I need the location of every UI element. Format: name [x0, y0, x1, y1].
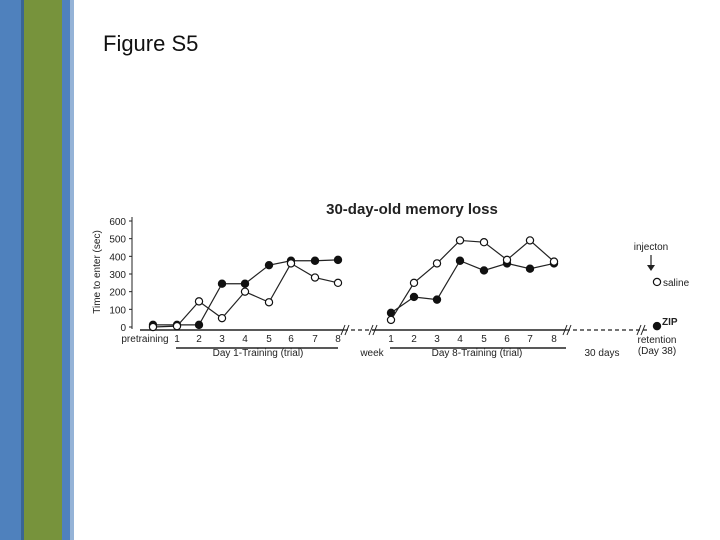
day1-x-tick-label: pretraining — [121, 334, 168, 345]
day1-x-tick-label: 8 — [335, 334, 341, 345]
break-label-week: week — [359, 348, 384, 359]
side-bar-light-edge — [70, 0, 74, 540]
axis-break-mark — [566, 324, 572, 336]
zip-day1-point — [217, 279, 227, 288]
injection-arrow-head — [647, 265, 655, 271]
day1-x-tick-label: 1 — [174, 334, 180, 345]
day1-x-tick-label: 5 — [266, 334, 272, 345]
day8-x-tick-label: 8 — [551, 334, 557, 345]
slide-side-bar — [0, 0, 76, 540]
saline-day1-point — [240, 287, 250, 296]
side-bar-dark-line — [21, 0, 24, 540]
day1-x-tick-label: 4 — [242, 334, 248, 345]
day8-x-tick-label: 3 — [434, 334, 440, 345]
axis-break-mark — [636, 324, 642, 336]
axis-break-mark — [344, 324, 350, 336]
saline-day8-point — [549, 257, 559, 266]
y-tick-label: 0 — [120, 323, 126, 334]
y-tick-label: 600 — [109, 217, 126, 228]
day8-group-label: Day 8-Training (trial) — [432, 348, 523, 359]
y-axis-label: Time to enter (sec) — [92, 230, 103, 314]
day1-x-tick-label: 7 — [312, 334, 318, 345]
break-label-30-days: 30 days — [584, 348, 619, 359]
day8-x-tick-label: 5 — [481, 334, 487, 345]
saline-retention-point — [652, 277, 662, 287]
saline-day8-point — [409, 278, 419, 288]
day1-group-label: Day 1-Training (trial) — [213, 348, 304, 359]
saline-day8-line — [390, 239, 555, 321]
plot-layer: 0 100 200 300 400 500 600 pretraining 1 2 3 4 5 6 7 8 1 2… — [109, 217, 662, 349]
y-tick-label: 200 — [109, 288, 126, 299]
axis-break-mark — [368, 324, 374, 336]
saline-day1-point — [194, 297, 204, 306]
saline-day1-point — [148, 322, 158, 332]
saline-day1-point — [310, 273, 320, 282]
axis-break-mark — [340, 324, 346, 336]
saline-day1-point — [333, 278, 343, 288]
zip-day8-point — [409, 292, 419, 302]
chart-title: 30-day-old memory loss — [326, 201, 498, 218]
zip-day8-point — [525, 264, 535, 273]
retention-label: retention — [638, 335, 677, 346]
retention-day-label: (Day 38) — [638, 346, 676, 357]
zip-day8-point — [479, 266, 489, 275]
y-tick-label: 100 — [109, 305, 126, 316]
saline-day1-point — [286, 259, 296, 268]
day8-x-tick-label: 6 — [504, 334, 510, 345]
saline-day1-point — [264, 298, 274, 307]
day8-x-tick-label: 1 — [388, 334, 394, 345]
slide-title: Figure S5 — [103, 31, 199, 56]
saline-day8-point — [386, 315, 396, 325]
day8-x-tick-label: 2 — [411, 334, 417, 345]
zip-day1-point — [264, 260, 274, 270]
injection-label: injecton — [634, 242, 668, 253]
day1-x-tick-label: 6 — [288, 334, 294, 345]
saline-day8-point — [455, 236, 465, 245]
side-bar-blue-stripe — [0, 0, 24, 540]
zip-day1-point — [333, 255, 343, 265]
legend-saline-label: saline — [663, 278, 690, 289]
y-tick-label: 400 — [109, 252, 126, 263]
day1-x-tick-label: 2 — [196, 334, 202, 345]
day8-x-tick-label: 7 — [527, 334, 533, 345]
y-tick-label: 300 — [109, 270, 126, 281]
day8-x-tick-label: 4 — [457, 334, 463, 345]
y-tick-label: 500 — [109, 235, 126, 246]
day1-x-tick-label: 3 — [219, 334, 225, 345]
axis-break-mark — [372, 324, 378, 336]
zip-day1-point — [194, 320, 204, 330]
zip-day8-point — [432, 295, 442, 304]
saline-day1-point — [172, 321, 182, 331]
zip-retention-point — [652, 321, 662, 331]
saline-day8-point — [432, 259, 442, 268]
side-bar-inner-blue-stripe — [62, 0, 70, 540]
saline-day8-point — [525, 236, 535, 245]
zip-day8-point — [455, 256, 465, 265]
side-bar-green-stripe — [24, 0, 62, 540]
saline-day1-point — [217, 313, 227, 323]
zip-day1-point — [310, 256, 320, 265]
legend-zip-label: ZIP — [662, 317, 678, 328]
zip-day1-point — [240, 279, 250, 288]
axis-break-mark — [562, 324, 568, 336]
saline-day8-point — [479, 237, 489, 247]
saline-day8-point — [502, 255, 512, 265]
axis-break-mark — [640, 324, 646, 336]
